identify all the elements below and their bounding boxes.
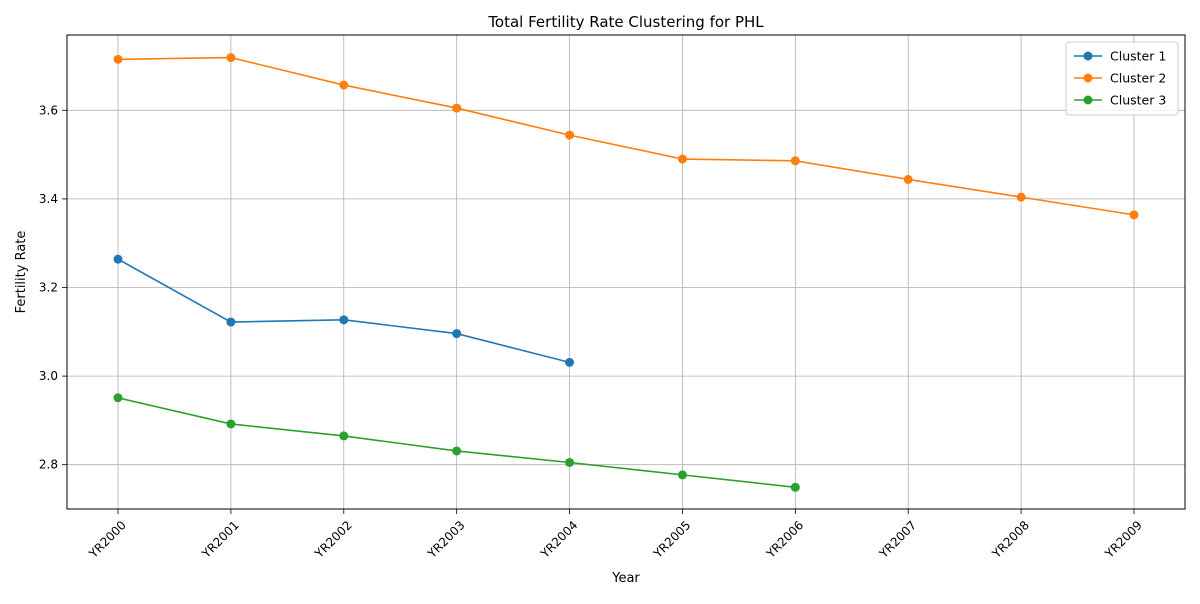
series-3: [113, 393, 800, 492]
series-1: [113, 254, 575, 367]
series-layer: [113, 53, 1139, 492]
y-tick-label: 3.4: [39, 192, 58, 206]
x-axis-label: Year: [611, 571, 640, 586]
grid: [67, 35, 1185, 509]
data-point: [339, 315, 349, 325]
data-point: [452, 329, 462, 339]
data-point: [790, 482, 800, 492]
data-point: [339, 80, 349, 90]
series-line: [117, 56, 1135, 216]
legend-swatch-marker: [1083, 95, 1093, 105]
y-axis-ticks: 2.8 3.0 3.2 3.4 3.6: [39, 103, 67, 472]
chart-title: Total Fertility Rate Clustering for PHL: [487, 13, 764, 31]
legend-swatch-marker: [1083, 51, 1093, 61]
legend-swatch-marker: [1083, 73, 1093, 83]
y-tick-label: 3.6: [39, 103, 58, 117]
data-point: [226, 53, 236, 63]
plot-frame: [66, 34, 1186, 510]
y-tick-label: 2.8: [39, 458, 58, 472]
legend-box: [1065, 41, 1179, 116]
legend-label: Cluster 1: [1110, 49, 1166, 64]
data-point: [790, 156, 800, 166]
data-point: [113, 254, 123, 264]
legend-label: Cluster 3: [1110, 93, 1166, 108]
data-point: [903, 174, 913, 184]
data-point: [565, 357, 575, 367]
data-point: [113, 54, 123, 64]
data-point: [565, 457, 575, 467]
data-point: [565, 130, 575, 140]
data-point: [226, 419, 236, 429]
series-2: [113, 53, 1139, 220]
data-point: [113, 393, 123, 403]
data-point: [339, 431, 349, 441]
data-point: [452, 103, 462, 113]
legend-item: Cluster 2: [1074, 71, 1166, 86]
y-tick-label: 3.0: [39, 369, 58, 383]
data-point: [452, 446, 462, 456]
legend-label: Cluster 2: [1110, 71, 1166, 86]
data-point: [226, 317, 236, 327]
legend-item: Cluster 1: [1074, 49, 1166, 64]
data-point: [677, 154, 687, 164]
data-point: [677, 470, 687, 480]
y-axis-label: Fertility Rate: [14, 231, 29, 314]
y-tick-label: 3.2: [39, 281, 58, 295]
legend: Cluster 1 Cluster 2 Cluster 3: [1065, 41, 1179, 116]
data-point: [1129, 210, 1139, 220]
data-point: [1016, 192, 1026, 202]
legend-item: Cluster 3: [1074, 93, 1166, 108]
